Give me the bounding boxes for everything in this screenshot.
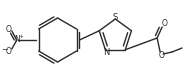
Text: N: N [103,48,110,57]
Text: O: O [6,47,12,55]
Text: +: + [18,35,23,40]
Text: −: − [1,46,7,54]
Text: N: N [14,35,20,45]
Text: O: O [158,52,164,60]
Text: S: S [113,12,118,22]
Text: O: O [161,20,167,28]
Text: O: O [6,24,12,34]
